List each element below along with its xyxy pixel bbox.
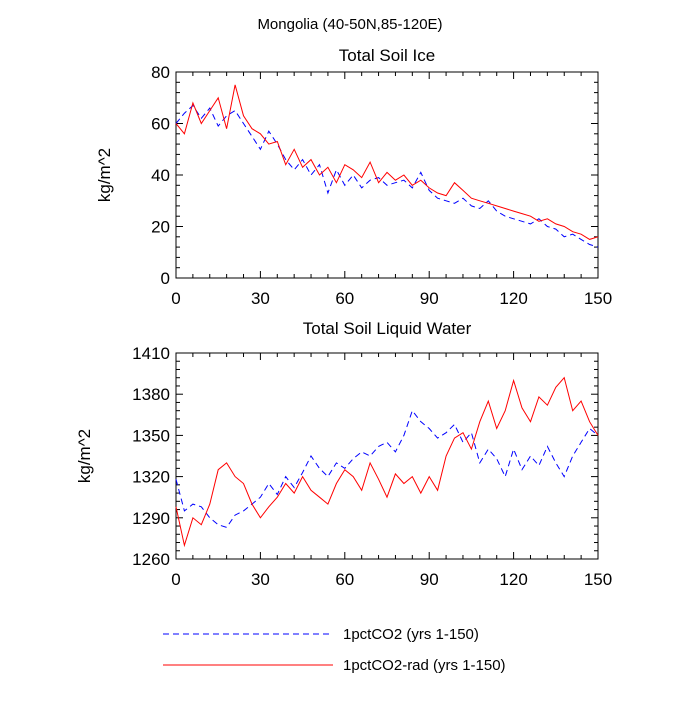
y-tick-label: 1260 [132, 550, 170, 569]
x-tick-label: 0 [171, 289, 180, 308]
y-tick-label: 60 [151, 115, 170, 134]
figure-title: Mongolia (40-50N,85-120E) [257, 16, 442, 33]
series-line-1pctco2-rad [175, 84, 599, 240]
plot-frame [175, 71, 599, 279]
y-tick-label: 0 [161, 269, 170, 288]
legend-item: 1pctCO2 (yrs 1-150) [163, 626, 479, 643]
y-tick-label: 1380 [132, 385, 170, 404]
y-axis-label: kg/m^2 [95, 148, 114, 202]
legend-label: 1pctCO2-rad (yrs 1-150) [343, 657, 506, 674]
series-line-1pctco2 [175, 409, 599, 528]
x-tick-label: 60 [335, 570, 354, 589]
x-tick-label: 90 [420, 570, 439, 589]
x-tick-label: 30 [251, 570, 270, 589]
y-tick-label: 1320 [132, 468, 170, 487]
x-tick-label: 0 [171, 570, 180, 589]
y-tick-label: 20 [151, 218, 170, 237]
chart-panel-1: Total Soil Ice 0 30 60 90 120 150 0 20 40 60 80 kg/m… [95, 46, 612, 308]
series-line-1pctco2 [175, 104, 599, 248]
legend-item: 1pctCO2-rad (yrs 1-150) [163, 657, 506, 674]
legend-label: 1pctCO2 (yrs 1-150) [343, 626, 479, 643]
x-tick-label: 60 [335, 289, 354, 308]
x-tick-label: 90 [420, 289, 439, 308]
y-tick-label: 1410 [132, 344, 170, 363]
chart-panels: Total Soil Ice 0 30 60 90 120 150 0 20 40 60 80 kg/m… [75, 46, 612, 589]
chart-panel-2: Total Soil Liquid Water 0 30 60 90 120 150 1260… [75, 319, 612, 589]
y-axis-label: kg/m^2 [75, 429, 94, 483]
x-tick-label: 150 [584, 570, 612, 589]
plot-frame [175, 352, 599, 560]
y-tick-label: 1290 [132, 509, 170, 528]
legend: 1pctCO2 (yrs 1-150) 1pctCO2-rad (yrs 1-15… [163, 626, 506, 674]
x-tick-label: 150 [584, 289, 612, 308]
panel-title: Total Soil Liquid Water [303, 319, 472, 338]
series-line-1pctco2-rad [175, 376, 599, 548]
x-tick-label: 120 [499, 289, 527, 308]
x-tick-label: 120 [499, 570, 527, 589]
y-tick-label: 1350 [132, 426, 170, 445]
y-tick-label: 40 [151, 166, 170, 185]
panel-title: Total Soil Ice [339, 46, 435, 65]
y-tick-label: 80 [151, 63, 170, 82]
x-tick-label: 30 [251, 289, 270, 308]
